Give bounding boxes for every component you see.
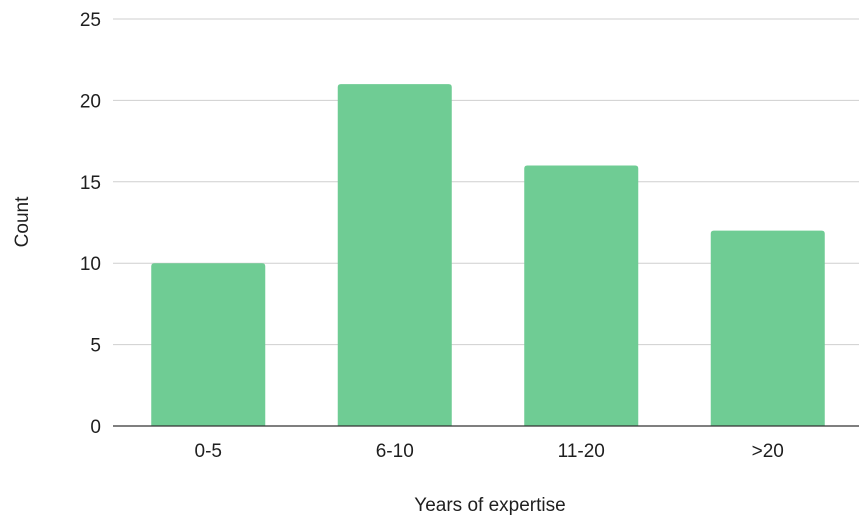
- bar-0-5: [151, 263, 266, 426]
- bars: [151, 84, 825, 427]
- x-axis-title: Years of expertise: [414, 495, 565, 516]
- y-tick-label: 20: [80, 91, 101, 112]
- y-axis-title: Count: [12, 196, 33, 247]
- y-tick-label: 10: [80, 254, 101, 275]
- y-tick-label: 5: [90, 336, 101, 357]
- y-axis-tick-labels: 0 5 10 15 20 25: [80, 10, 101, 438]
- bar-6-10: [337, 84, 452, 427]
- y-tick-label: 15: [80, 173, 101, 194]
- x-tick-label: >20: [752, 441, 784, 462]
- bar->20: [710, 230, 825, 426]
- x-tick-label: 6-10: [376, 441, 414, 462]
- y-tick-label: 0: [90, 417, 101, 438]
- x-tick-label: 0-5: [195, 441, 222, 462]
- y-tick-label: 25: [80, 10, 101, 31]
- x-tick-label: 11-20: [558, 441, 605, 462]
- bar-11-20: [524, 165, 639, 426]
- x-axis-tick-labels: 0-5 6-10 11-20 >20: [195, 441, 784, 462]
